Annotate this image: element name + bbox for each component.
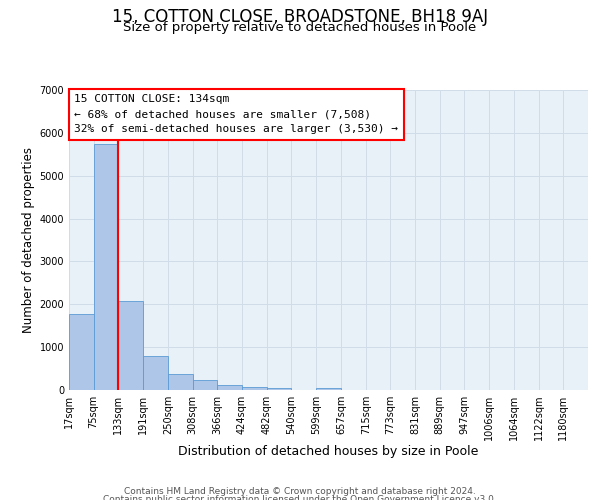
Bar [94, 144, 118, 390]
Bar [316, 388, 341, 390]
Text: Contains HM Land Registry data © Crown copyright and database right 2024.: Contains HM Land Registry data © Crown c… [124, 488, 476, 496]
Bar [242, 388, 266, 390]
Bar [118, 301, 143, 390]
Bar [143, 356, 167, 390]
Y-axis label: Number of detached properties: Number of detached properties [22, 147, 35, 333]
Bar [69, 314, 94, 390]
Text: 15 COTTON CLOSE: 134sqm
← 68% of detached houses are smaller (7,508)
32% of semi: 15 COTTON CLOSE: 134sqm ← 68% of detache… [74, 94, 398, 134]
X-axis label: Distribution of detached houses by size in Poole: Distribution of detached houses by size … [178, 444, 479, 458]
Bar [193, 380, 217, 390]
Bar [266, 388, 292, 390]
Text: Size of property relative to detached houses in Poole: Size of property relative to detached ho… [124, 21, 476, 34]
Text: 15, COTTON CLOSE, BROADSTONE, BH18 9AJ: 15, COTTON CLOSE, BROADSTONE, BH18 9AJ [112, 8, 488, 26]
Bar [217, 386, 242, 390]
Text: Contains public sector information licensed under the Open Government Licence v3: Contains public sector information licen… [103, 495, 497, 500]
Bar [168, 374, 193, 390]
